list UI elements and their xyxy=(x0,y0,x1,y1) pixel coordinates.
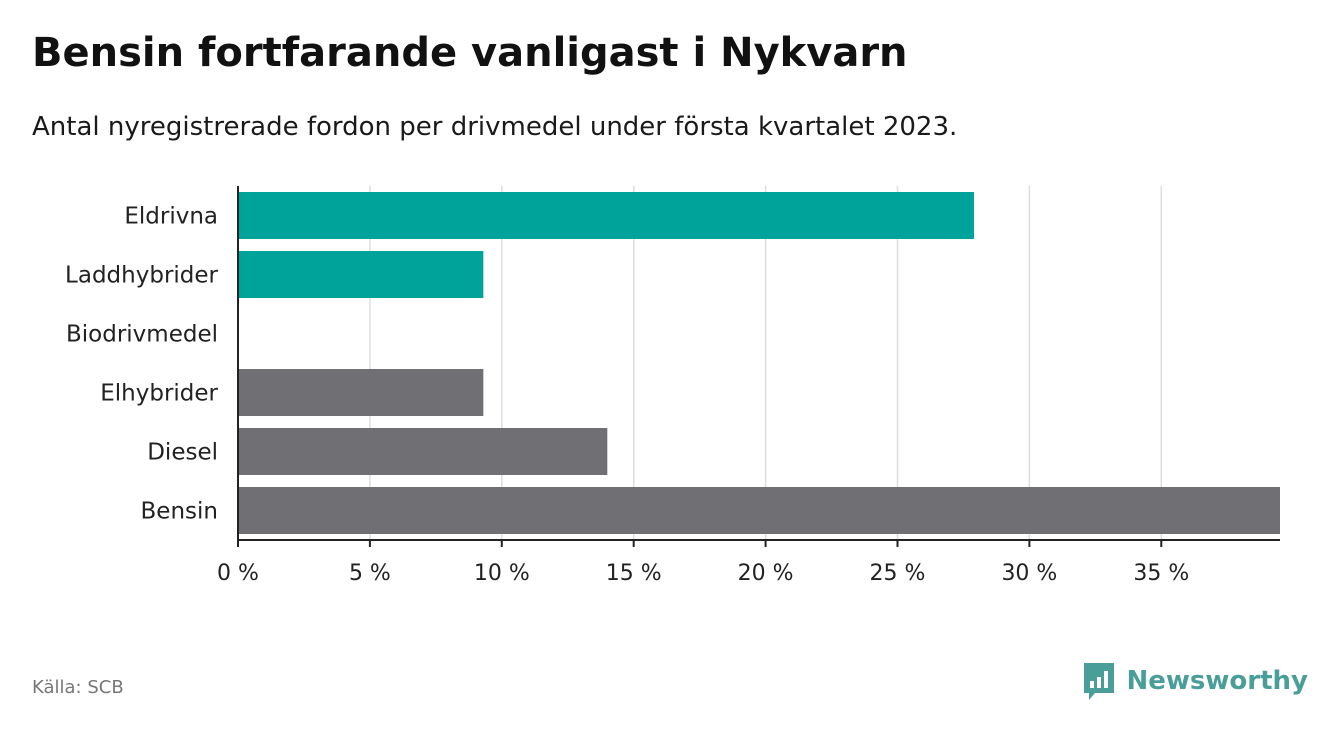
category-label: Laddhybrider xyxy=(65,263,218,289)
x-tick-label: 0 % xyxy=(217,561,259,586)
brand-logo: Newsworthy xyxy=(1081,660,1308,702)
bar-elhybrider xyxy=(238,369,484,416)
x-tick-label: 5 % xyxy=(349,561,391,586)
x-tick-label: 35 % xyxy=(1133,561,1189,586)
brand-name: Newsworthy xyxy=(1126,666,1308,696)
bar-bensin xyxy=(238,487,1280,534)
chart-title: Bensin fortfarande vanligast i Nykvarn xyxy=(32,30,908,76)
category-label: Eldrivna xyxy=(124,204,218,230)
newsworthy-logo-icon xyxy=(1083,663,1114,700)
x-tick-label: 15 % xyxy=(606,561,662,586)
x-tick-label: 25 % xyxy=(870,561,926,586)
category-label: Biodrivmedel xyxy=(66,322,218,348)
source-note: Källa: SCB xyxy=(32,677,124,698)
x-tick-label: 20 % xyxy=(738,561,794,586)
bar-eldrivna xyxy=(238,192,974,239)
category-label: Bensin xyxy=(141,499,218,525)
bar-laddhybrider xyxy=(238,251,484,298)
category-label: Elhybrider xyxy=(100,381,218,407)
chart-subtitle: Antal nyregistrerade fordon per drivmede… xyxy=(32,112,958,142)
bar-diesel xyxy=(238,428,608,475)
x-tick-label: 10 % xyxy=(474,561,530,586)
category-label: Diesel xyxy=(147,440,218,466)
x-tick-label: 30 % xyxy=(1001,561,1057,586)
